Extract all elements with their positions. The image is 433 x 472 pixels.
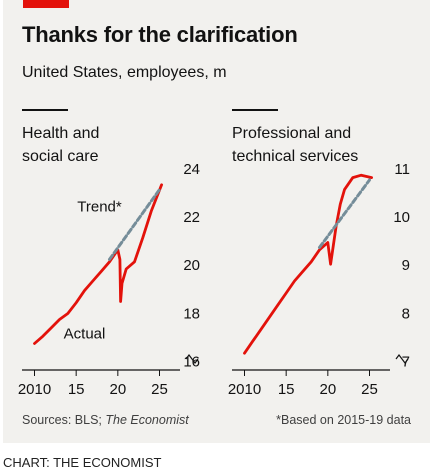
panel-title-professional-line-1: Professional and xyxy=(232,125,352,142)
professional-ytick-label: 8 xyxy=(402,305,410,322)
sources-note: Sources: BLS; The Economist xyxy=(22,413,189,427)
health-ytick-label: 20 xyxy=(183,257,200,274)
health-ytick-label: 18 xyxy=(183,305,200,322)
health-xtick-label: 20 xyxy=(109,381,126,398)
health-annotation-label: Actual xyxy=(64,326,106,343)
professional-axis-break-icon xyxy=(395,354,409,364)
professional-trend-line xyxy=(318,178,371,249)
panel-title-health-line-1: Health and xyxy=(22,125,100,142)
trend-footnote: *Based on 2015-19 data xyxy=(276,413,411,427)
panel-title-professional-line-2: technical services xyxy=(232,148,359,165)
health-ytick-label: 24 xyxy=(183,161,200,178)
panel-title-health: Health and social care xyxy=(22,122,99,168)
chart-credit: CHART: THE ECONOMIST xyxy=(3,455,162,470)
professional-xtick-label: 15 xyxy=(278,381,295,398)
health-trend-line xyxy=(108,188,161,261)
professional-xtick-label: 20 xyxy=(319,381,336,398)
chart-title: Thanks for the clarification xyxy=(22,22,298,47)
sources-publication: The Economist xyxy=(105,413,189,427)
panel-title-professional: Professional and technical services xyxy=(232,122,358,168)
panel-rule-left xyxy=(22,109,68,111)
health-xtick-label: 2010 xyxy=(18,381,51,398)
professional-actual-line xyxy=(243,173,373,355)
sources-prefix: Sources: BLS; xyxy=(22,413,106,427)
panel-rule-right xyxy=(232,109,278,111)
professional-ytick-label: 10 xyxy=(393,209,410,226)
professional-ytick-label: 9 xyxy=(402,257,410,274)
brand-accent-bar xyxy=(23,0,69,8)
health-annotation-label: Trend* xyxy=(77,198,122,215)
professional-xtick-label: 25 xyxy=(361,381,378,398)
health-xtick-label: 25 xyxy=(151,381,168,398)
health-actual-line xyxy=(33,183,163,345)
health-ytick-label: 22 xyxy=(183,209,200,226)
chart-subtitle: United States, employees, m xyxy=(22,64,227,81)
panel-title-health-line-2: social care xyxy=(22,148,99,165)
health-xtick-label: 15 xyxy=(68,381,85,398)
professional-ytick-label: 11 xyxy=(394,161,410,178)
chart-card xyxy=(3,0,430,443)
health-ytick-label: 16 xyxy=(183,353,200,370)
professional-xtick-label: 2010 xyxy=(228,381,261,398)
health-axis-break-icon xyxy=(185,354,199,364)
